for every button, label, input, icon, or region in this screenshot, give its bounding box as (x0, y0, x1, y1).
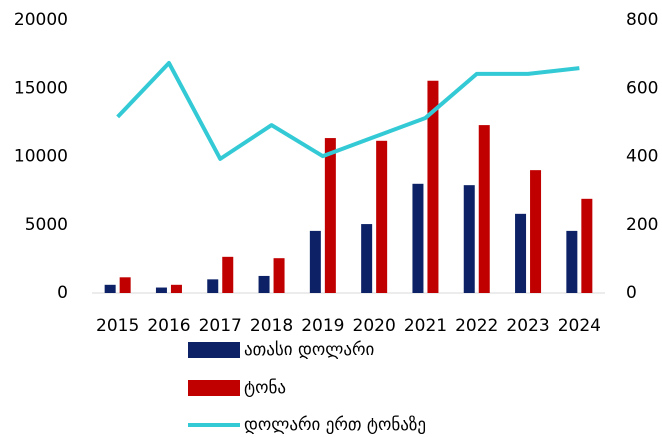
bar (515, 213, 527, 293)
bar (104, 284, 116, 293)
bar (207, 279, 219, 293)
y2-tick-label: 0 (626, 283, 637, 303)
bar (324, 138, 336, 293)
legend-swatch (188, 380, 240, 396)
bar (258, 275, 270, 293)
bar (273, 258, 285, 293)
bar (309, 230, 321, 293)
legend-label: ათასი დოლარი (244, 340, 374, 360)
y2-tick-label: 600 (626, 78, 658, 98)
legend-label: დოლარი ერთ ტონაზე (244, 415, 426, 435)
y-tick-label: 20000 (14, 10, 68, 30)
legend-label: ტონა (244, 378, 286, 398)
legend-swatch (188, 342, 240, 358)
bar (155, 287, 167, 293)
bar (170, 284, 182, 293)
x-tick-label: 2023 (506, 316, 549, 336)
bar (222, 256, 234, 293)
bar (119, 277, 131, 293)
y-tick-label: 0 (57, 283, 68, 303)
y2-tick-label: 200 (626, 215, 658, 235)
bar (412, 183, 424, 293)
bar (566, 230, 578, 293)
x-tick-label: 2016 (147, 316, 190, 336)
x-tick-label: 2020 (353, 316, 396, 336)
y2-tick-label: 400 (626, 147, 658, 167)
y2-tick-label: 800 (626, 10, 658, 30)
bar (581, 198, 593, 293)
x-tick-label: 2015 (96, 316, 139, 336)
x-tick-label: 2024 (558, 316, 601, 336)
x-tick-label: 2017 (199, 316, 242, 336)
bar (463, 185, 475, 293)
x-tick-label: 2021 (404, 316, 447, 336)
bar (530, 170, 542, 293)
bar (361, 224, 373, 293)
y-tick-label: 15000 (14, 78, 68, 98)
x-tick-label: 2019 (301, 316, 344, 336)
y-tick-label: 10000 (14, 147, 68, 167)
bar (376, 140, 388, 293)
x-tick-label: 2022 (455, 316, 498, 336)
bar (478, 125, 490, 293)
y-tick-label: 5000 (25, 215, 68, 235)
x-tick-label: 2018 (250, 316, 293, 336)
line (116, 60, 580, 161)
bar (427, 80, 439, 294)
